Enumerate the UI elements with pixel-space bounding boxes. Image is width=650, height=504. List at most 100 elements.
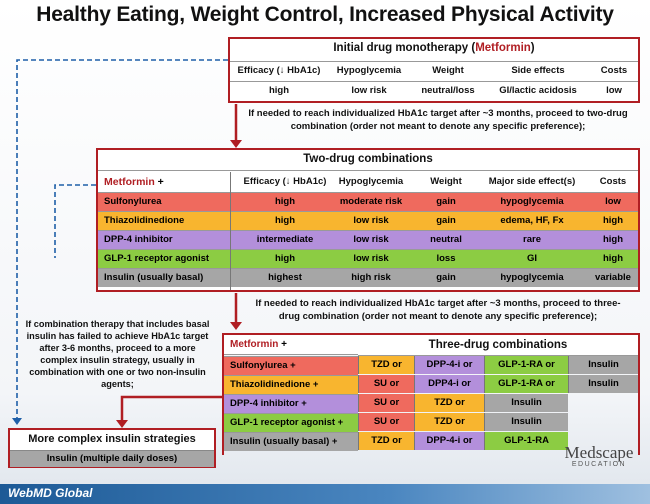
option-label: GLP-1-RA or (498, 378, 555, 389)
row-efficacy: high (274, 253, 296, 264)
row-drug: GLP-1 receptor agonist + (230, 417, 344, 428)
footer-bar: WebMD Global (0, 484, 650, 504)
three-drug-row: Insulin (usually basal) + (224, 432, 358, 451)
two-drug-row: DPP-4 inhibitor intermediate low risk ne… (98, 230, 638, 249)
row-hypoglycemia: low risk (353, 215, 389, 226)
option-label: Insulin (511, 397, 542, 408)
option-insulin: Insulin (484, 413, 568, 431)
row-hypoglycemia: high risk (351, 272, 391, 283)
row-side-effects: edema, HF, Fx (500, 215, 564, 226)
two-drug-row: Sulfonylurea high moderate risk gain hyp… (98, 192, 638, 211)
two-drug-header: Two-drug combinations (303, 153, 433, 165)
three-drug-box: Metformin + Three-drug combinations Sulf… (222, 333, 640, 455)
option-glp1: GLP-1-RA (484, 432, 568, 450)
option-label: GLP-1-RA or (498, 359, 555, 370)
three-drug-metformin: Metformin (230, 339, 279, 350)
option-label: SU or (373, 416, 400, 427)
option-label: SU or (373, 378, 400, 389)
row-efficacy: intermediate (256, 234, 314, 245)
row-drug: Sulfonylurea (104, 196, 162, 207)
mono-val-efficacy: high (268, 85, 290, 96)
row-side-effects: GI (526, 253, 538, 264)
option-label: Insulin (511, 416, 542, 427)
two-drug-row: Thiazolidinedione high low risk gain ede… (98, 211, 638, 230)
three-drug-plus: + (281, 339, 287, 350)
two-col-efficacy: Efficacy (↓ HbA1c) (243, 176, 327, 187)
note-three-drug: If needed to reach individualized HbA1c … (255, 298, 621, 322)
two-drug-plus: + (157, 176, 164, 188)
webmd-global-logo: WebMD Global (8, 486, 93, 500)
complex-insulin-box: More complex insulin strategies Insulin … (8, 428, 216, 468)
option-tzd: TZD or (358, 356, 414, 374)
option-insulin: Insulin (484, 394, 568, 412)
two-drug-row: GLP-1 receptor agonist high low risk los… (98, 249, 638, 268)
three-drug-header: Three-drug combinations (358, 335, 638, 356)
three-drug-row: GLP-1 receptor agonist + (224, 413, 358, 432)
row-weight: gain (436, 215, 456, 226)
row-weight: gain (436, 196, 456, 207)
row-side-effects: rare (523, 234, 541, 245)
two-col-weight: Weight (430, 176, 462, 187)
row-side-effects: hypoglycemia (500, 272, 564, 283)
row-side-effects: hypoglycemia (500, 196, 564, 207)
two-drug-metformin: Metformin (104, 176, 155, 188)
option-label: GLP-1-RA (504, 435, 549, 446)
medscape-logo-subtext: EDUCATION (571, 461, 627, 468)
mono-col-costs: Costs (600, 65, 628, 76)
row-costs: high (602, 253, 624, 264)
row-drug: Insulin (usually basal) + (230, 436, 338, 447)
monotherapy-header: Initial drug monotherapy (Metformin) (230, 42, 638, 54)
row-drug: Insulin (usually basal) (104, 272, 204, 283)
option-label: DPP4-i or (428, 378, 471, 389)
option-label: SU or (373, 397, 400, 408)
note-complex-insulin: If combination therapy that includes bas… (25, 319, 210, 389)
option-insulin: Insulin (568, 356, 638, 374)
mono-col-side-effects: Side effects (511, 65, 565, 76)
row-hypoglycemia: moderate risk (339, 196, 403, 207)
option-su: SU or (358, 394, 414, 412)
two-col-hypoglycemia: Hypoglycemia (338, 176, 404, 187)
option-label: Insulin (588, 359, 619, 370)
mono-col-weight: Weight (432, 65, 464, 76)
option-tzd: TZD or (358, 432, 414, 450)
option-dpp4: DPP4-i or (414, 375, 484, 393)
monotherapy-drug: Metformin (475, 42, 531, 54)
option-glp1: GLP-1-RA or (484, 375, 568, 393)
three-drug-row: Sulfonylurea + (224, 356, 358, 375)
option-label: TZD or (434, 416, 465, 427)
option-insulin: Insulin (568, 375, 638, 393)
arrow-down-icon (230, 322, 242, 330)
option-label: Insulin (588, 378, 619, 389)
option-label: TZD or (371, 435, 402, 446)
monotherapy-header-suffix: ) (530, 42, 535, 54)
row-weight: gain (436, 272, 456, 283)
option-su: SU or (358, 413, 414, 431)
mono-col-hypoglycemia: Hypoglycemia (336, 65, 402, 76)
row-efficacy: high (274, 196, 296, 207)
two-drug-box: Two-drug combinations Metformin + Effica… (96, 148, 640, 292)
option-label: DPP-4-i or (426, 435, 473, 446)
row-drug: DPP-4 inhibitor (104, 234, 173, 245)
two-drug-row: Insulin (usually basal) highest high ris… (98, 268, 638, 287)
option-label: TZD or (371, 359, 402, 370)
two-drug-metformin-label: Metformin + (104, 173, 164, 191)
row-costs: variable (595, 272, 631, 283)
page-title: Healthy Eating, Weight Control, Increase… (36, 3, 614, 26)
medscape-logo: Medscape EDUCATION (552, 444, 646, 468)
mono-val-side-effects: GI/lactic acidosis (499, 85, 577, 96)
row-efficacy: high (274, 215, 296, 226)
option-dpp4: DPP-4-i or (414, 356, 484, 374)
two-col-costs: Costs (599, 176, 627, 187)
three-drug-metformin-label: Metformin + (224, 335, 358, 355)
row-costs: high (602, 215, 624, 226)
row-weight: loss (436, 253, 456, 264)
option-su: SU or (358, 375, 414, 393)
medscape-logo-text: Medscape (564, 443, 634, 462)
monotherapy-header-prefix: Initial drug monotherapy ( (333, 42, 476, 54)
row-drug: Thiazolidinedione + (230, 379, 319, 390)
row-hypoglycemia: low risk (353, 253, 389, 264)
option-label: DPP-4-i or (426, 359, 473, 370)
row-hypoglycemia: low risk (353, 234, 389, 245)
note-two-drug: If needed to reach individualized HbA1c … (248, 108, 628, 132)
complex-insulin-sub: Insulin (multiple daily doses) (10, 450, 214, 467)
